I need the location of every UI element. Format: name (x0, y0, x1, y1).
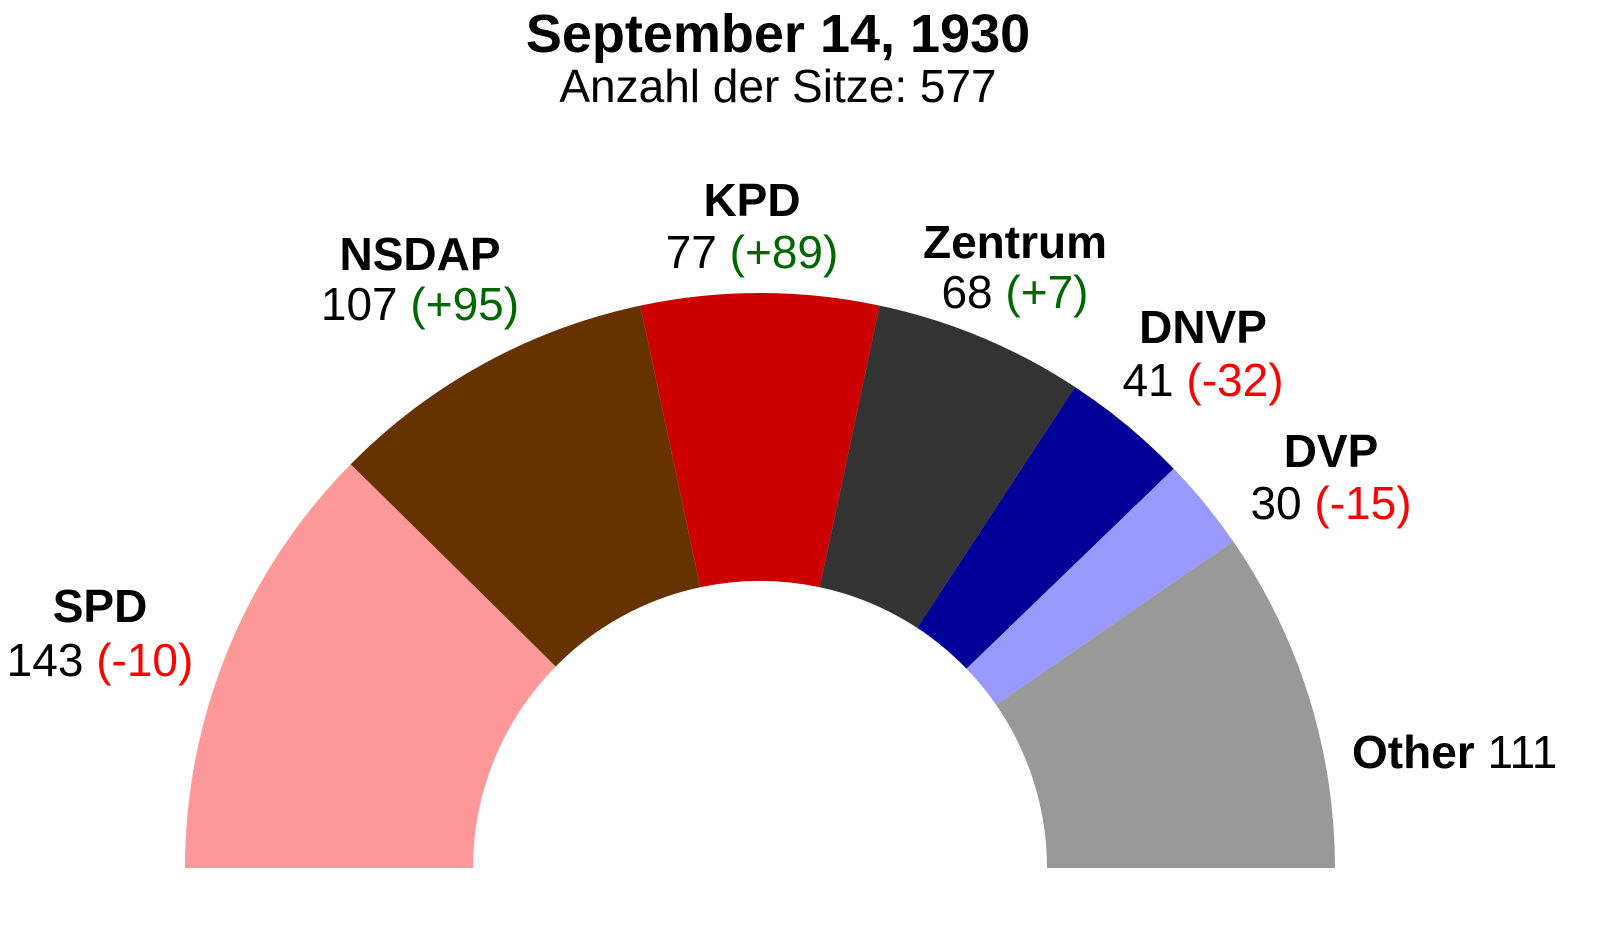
label-kpd-change: (+89) (730, 226, 839, 278)
label-kpd-seats: 77 (+89) (666, 226, 839, 278)
chart-subtitle: Anzahl der Sitze: 577 (559, 60, 996, 112)
segment-nsdap (350, 305, 701, 667)
label-dnvp-name: DNVP (1139, 301, 1267, 353)
label-dvp-seats: 30 (-15) (1250, 477, 1411, 529)
label-dnvp-change: (-32) (1186, 354, 1283, 406)
label-nsdap-seats: 107 (+95) (321, 278, 519, 330)
segment-dvp (966, 468, 1234, 705)
label-dvp-change: (-15) (1314, 477, 1411, 529)
label-kpd-seat-count: 77 (666, 226, 730, 278)
label-kpd-name: KPD (703, 174, 800, 226)
label-spd-name: SPD (53, 580, 148, 632)
label-other: Other 111 (1352, 726, 1557, 778)
label-dvp-name: DVP (1284, 425, 1379, 477)
label-nsdap-seat-count: 107 (321, 278, 411, 330)
segment-zentrum (819, 305, 1076, 628)
chart-title: September 14, 1930 (526, 4, 1030, 64)
label-dnvp-seat-count: 41 (1122, 354, 1186, 406)
label-other-seat-count: 111 (1487, 726, 1557, 778)
segment-kpd (640, 292, 880, 588)
label-other-name: Other (1352, 726, 1487, 778)
segment-other (996, 541, 1335, 868)
label-dnvp-seats: 41 (-32) (1122, 354, 1283, 406)
label-zentrum-seat-count: 68 (941, 266, 1005, 318)
segment-dnvp (917, 386, 1174, 669)
label-zentrum-seats: 68 (+7) (941, 266, 1088, 318)
label-spd-seat-count: 143 (7, 634, 97, 686)
segment-spd (185, 464, 556, 868)
label-nsdap-change: (+95) (410, 278, 519, 330)
label-zentrum-change: (+7) (1005, 266, 1088, 318)
label-spd-seats: 143 (-10) (7, 634, 194, 686)
label-spd-change: (-10) (96, 634, 193, 686)
label-nsdap-name: NSDAP (339, 228, 500, 280)
seat-segments (185, 292, 1335, 868)
label-zentrum-name: Zentrum (923, 216, 1107, 268)
label-dvp-seat-count: 30 (1250, 477, 1314, 529)
